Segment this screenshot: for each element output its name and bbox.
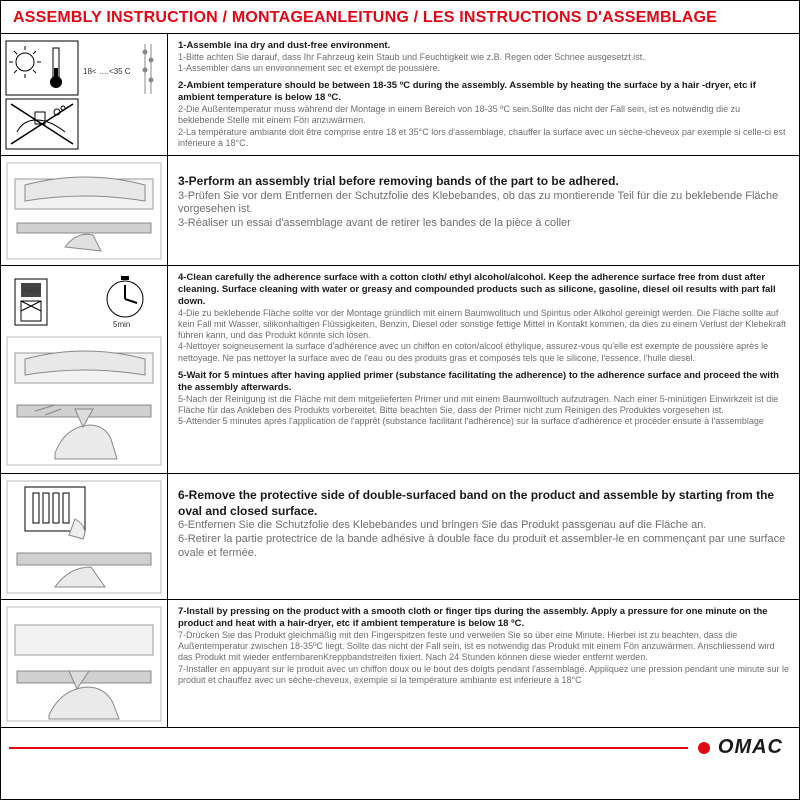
step2-en: 2-Ambient temperature should be between … <box>178 80 789 104</box>
press-cloth-icon <box>5 605 163 723</box>
step6-en: 6-Remove the protective side of double-s… <box>178 488 789 519</box>
step-1-2-illustration: 18< ….<35 C <box>1 34 168 155</box>
step-7-illustration <box>1 600 168 727</box>
step3-de: 3-Prüfen Sie vor dem Entfernen der Schut… <box>178 190 789 218</box>
step1-fr: 1-Assembler dans un environnement sec et… <box>178 63 789 74</box>
footer: OMAC <box>1 728 799 767</box>
step-3: 3-Perform an assembly trial before remov… <box>1 156 799 266</box>
step6-fr: 6-Retirer la partie protectrice de la ba… <box>178 533 789 561</box>
step5-fr: 5-Attender 5 minutes après l'application… <box>178 416 789 427</box>
step4-de: 4-Die zu beklebende Fläche sollte vor de… <box>178 308 789 342</box>
step-7-text: 7-Install by pressing on the product wit… <box>168 600 799 727</box>
step-4-5: Alkol 5min 4-Clean c <box>1 266 799 474</box>
step7-en: 7-Install by pressing on the product wit… <box>178 606 789 630</box>
step2-fr: 2-La température ambiante doit être comp… <box>178 127 789 150</box>
step-4-5-illustration: Alkol 5min <box>1 266 168 473</box>
step-1-2-text: 1-Assemble ina dry and dust-free environ… <box>168 34 799 155</box>
door-trim-trial-icon <box>5 161 163 261</box>
brand-logo: OMAC <box>718 736 783 759</box>
step7-fr: 7-Installer en appuyant sur le produit a… <box>178 664 789 687</box>
step4-fr: 4-Nettoyer soigneusement la surface d'ad… <box>178 341 789 364</box>
peel-tape-icon <box>5 479 163 595</box>
step-3-text: 3-Perform an assembly trial before remov… <box>168 156 799 265</box>
page-title: ASSEMBLY INSTRUCTION / MONTAGEANLEITUNG … <box>1 1 799 34</box>
step5-de: 5-Nach der Reinigung ist die Fläche mit … <box>178 394 789 417</box>
logo-dot-icon <box>698 742 710 754</box>
step6-de: 6-Entfernen Sie die Schutzfolie des Kleb… <box>178 519 789 533</box>
temp-range-label: 18< ….<35 C <box>83 67 131 76</box>
step7-de: 7-Drücken Sie das Produkt gleichmäßig mi… <box>178 630 789 664</box>
step1-en: 1-Assemble ina dry and dust-free environ… <box>178 40 789 52</box>
step-7: 7-Install by pressing on the product wit… <box>1 600 799 728</box>
brand-logo-text: OMAC <box>718 736 783 759</box>
step4-en: 4-Clean carefully the adherence surface … <box>178 272 789 308</box>
step-6-text: 6-Remove the protective side of double-s… <box>168 474 799 599</box>
bottle-label: Alkol <box>23 286 41 295</box>
step1-de: 1-Bitte achten Sie darauf, dass Ihr Fahr… <box>178 52 789 63</box>
wipe-surface-icon <box>5 335 163 467</box>
sun-thermo-chain-icon: 18< ….<35 C <box>5 40 163 96</box>
step-3-illustration <box>1 156 168 265</box>
step-6: 6-Remove the protective side of double-s… <box>1 474 799 600</box>
step3-fr: 3-Réaliser un essai d'assemblage avant d… <box>178 217 789 231</box>
alcohol-timer-icon: Alkol 5min <box>5 273 163 333</box>
step-1-2: 18< ….<35 C 1-Assemble ina dry and dust- <box>1 34 799 156</box>
step-4-5-text: 4-Clean carefully the adherence surface … <box>168 266 799 473</box>
step5-en: 5-Wait for 5 mintues after having applie… <box>178 370 789 394</box>
instruction-sheet: ASSEMBLY INSTRUCTION / MONTAGEANLEITUNG … <box>0 0 800 800</box>
step-6-illustration <box>1 474 168 599</box>
footer-accent-line <box>9 747 688 749</box>
step2-de: 2-Die Außentemperatur muss während der M… <box>178 104 789 127</box>
step3-en: 3-Perform an assembly trial before remov… <box>178 174 789 190</box>
timer-label: 5min <box>113 320 130 329</box>
no-wash-icon <box>5 98 163 150</box>
